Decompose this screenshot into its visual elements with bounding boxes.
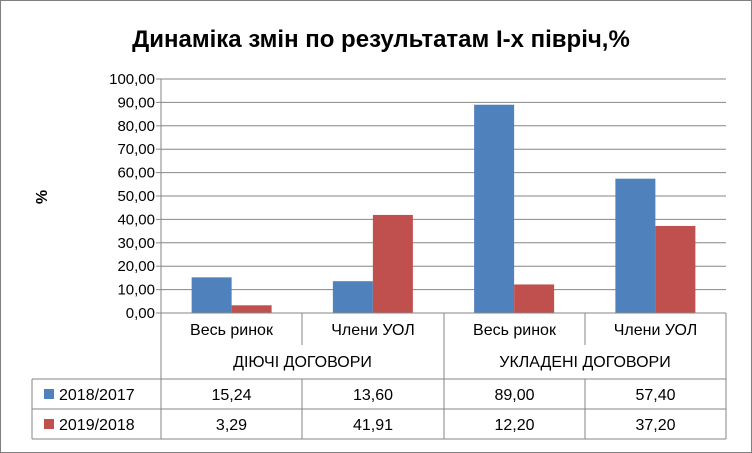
x-tick-label: Члени УОЛ bbox=[331, 322, 415, 339]
data-table: Весь ринок Члени УОЛ Весь ринок Члени УОЛ ДІ… bbox=[31, 312, 727, 440]
data-label: 57,40 bbox=[635, 387, 675, 404]
bars bbox=[191, 104, 696, 314]
y-tick-label: 10,00 bbox=[117, 282, 155, 299]
legend-label: 2018/2017 bbox=[59, 387, 135, 404]
legend-swatch bbox=[44, 389, 54, 399]
y-tick-label: 50,00 bbox=[117, 188, 155, 205]
y-tick-label: 70,00 bbox=[117, 141, 155, 158]
bar-2-2 bbox=[372, 214, 413, 313]
data-label: 12,20 bbox=[494, 417, 534, 434]
group-label: ДІЮЧІ ДОГОВОРИ bbox=[233, 354, 372, 371]
data-label: 89,00 bbox=[494, 387, 534, 404]
data-label: 3,29 bbox=[216, 417, 247, 434]
gridlines bbox=[156, 78, 726, 314]
bar-2-3 bbox=[514, 284, 555, 313]
legend-label: 2019/2018 bbox=[59, 417, 135, 434]
data-label: 15,24 bbox=[211, 387, 251, 404]
bar-1-3 bbox=[474, 104, 515, 314]
y-axis-label: % bbox=[34, 190, 51, 204]
y-tick-label: 60,00 bbox=[117, 165, 155, 182]
y-tick-label: 0,00 bbox=[126, 305, 155, 322]
y-tick-label: 30,00 bbox=[117, 235, 155, 252]
bar-1-4 bbox=[615, 178, 656, 313]
chart-title: Динаміка змін по результатам І-х півріч,… bbox=[132, 26, 630, 53]
x-tick-label: Весь ринок bbox=[190, 322, 274, 339]
legend-swatch bbox=[44, 419, 54, 429]
y-tick-label: 40,00 bbox=[117, 211, 155, 228]
group-label: УКЛАДЕНІ ДОГОВОРИ bbox=[499, 354, 670, 371]
y-tick-label: 80,00 bbox=[117, 118, 155, 135]
x-tick-label: Весь ринок bbox=[473, 322, 557, 339]
y-tick-label: 90,00 bbox=[117, 94, 155, 111]
bar-2-4 bbox=[655, 225, 696, 313]
bar-1-1 bbox=[191, 277, 232, 313]
y-axis-ticks: 0,00 10,00 20,00 30,00 40,00 50,00 60,00 70,00 8… bbox=[109, 71, 155, 322]
data-label: 41,91 bbox=[353, 417, 393, 434]
bar-1-2 bbox=[332, 281, 373, 313]
y-tick-label: 20,00 bbox=[117, 258, 155, 275]
x-tick-label: Члени УОЛ bbox=[614, 322, 698, 339]
bar-2-1 bbox=[231, 305, 272, 313]
data-label: 13,60 bbox=[353, 387, 393, 404]
y-tick-label: 100,00 bbox=[109, 71, 155, 88]
data-label: 37,20 bbox=[635, 417, 675, 434]
